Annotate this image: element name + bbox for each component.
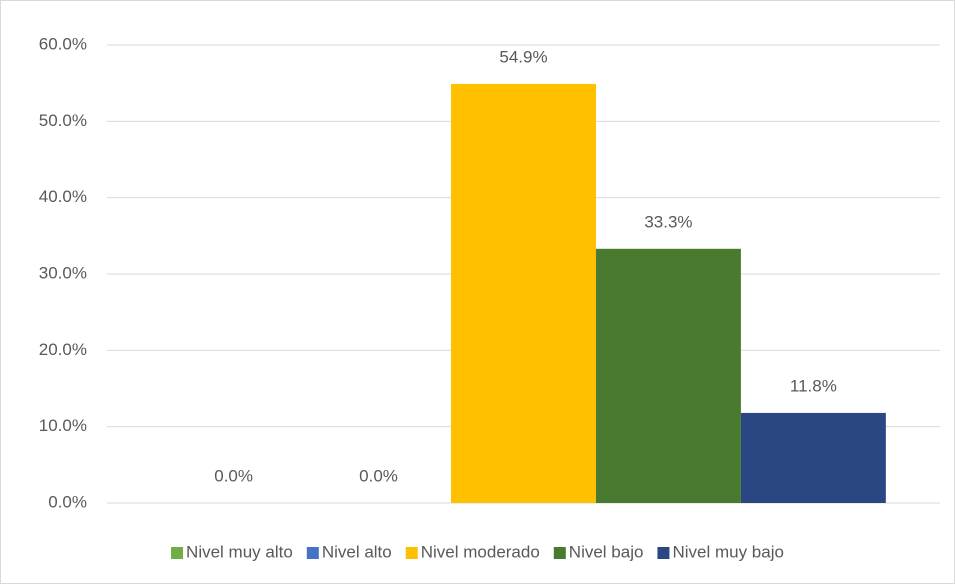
legend-label: Nivel alto <box>322 542 392 561</box>
legend-swatch <box>405 547 418 559</box>
y-tick-label: 50.0% <box>39 111 87 130</box>
legend-label: Nivel bajo <box>569 542 644 561</box>
legend-swatch <box>553 547 566 559</box>
legend-label: Nivel moderado <box>421 542 540 561</box>
legend-swatch <box>171 547 184 559</box>
data-label: 33.3% <box>644 212 692 231</box>
bar <box>740 412 886 503</box>
bar <box>451 83 596 504</box>
y-tick-label: 60.0% <box>39 34 87 53</box>
y-tick-label: 10.0% <box>39 416 87 435</box>
data-label: 0.0% <box>214 466 253 485</box>
y-tick-label: 0.0% <box>48 492 87 511</box>
data-label: 54.9% <box>499 47 547 66</box>
y-tick-label: 20.0% <box>39 340 87 359</box>
legend-label: Nivel muy bajo <box>672 542 784 561</box>
y-tick-label: 40.0% <box>39 187 87 206</box>
legend-label: Nivel muy alto <box>186 542 293 561</box>
y-tick-label: 30.0% <box>39 263 87 282</box>
bar <box>595 248 741 503</box>
data-label: 0.0% <box>359 466 398 485</box>
data-label: 11.8% <box>790 376 837 395</box>
legend-swatch <box>306 547 319 559</box>
legend-swatch <box>657 547 670 559</box>
